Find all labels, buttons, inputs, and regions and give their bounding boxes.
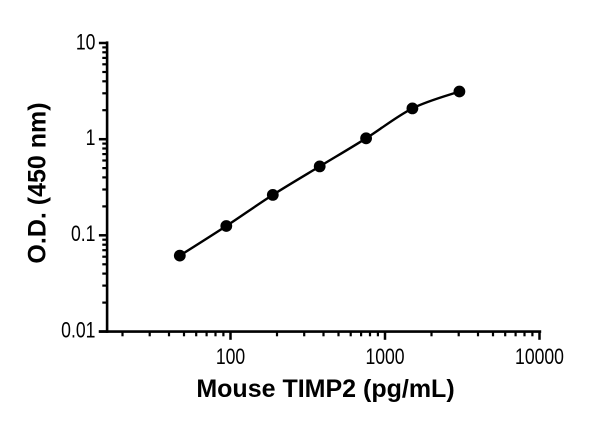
svg-text:Mouse TIMP2 (pg/mL): Mouse TIMP2 (pg/mL) — [196, 375, 454, 403]
svg-text:100: 100 — [216, 345, 245, 369]
svg-text:0.01: 0.01 — [61, 319, 95, 343]
svg-text:1: 1 — [86, 126, 96, 150]
svg-text:O.D. (450 nm): O.D. (450 nm) — [24, 102, 52, 263]
svg-text:0.1: 0.1 — [71, 222, 95, 246]
svg-text:10000: 10000 — [515, 345, 564, 369]
svg-text:1000: 1000 — [365, 345, 404, 369]
svg-text:10: 10 — [76, 31, 96, 55]
